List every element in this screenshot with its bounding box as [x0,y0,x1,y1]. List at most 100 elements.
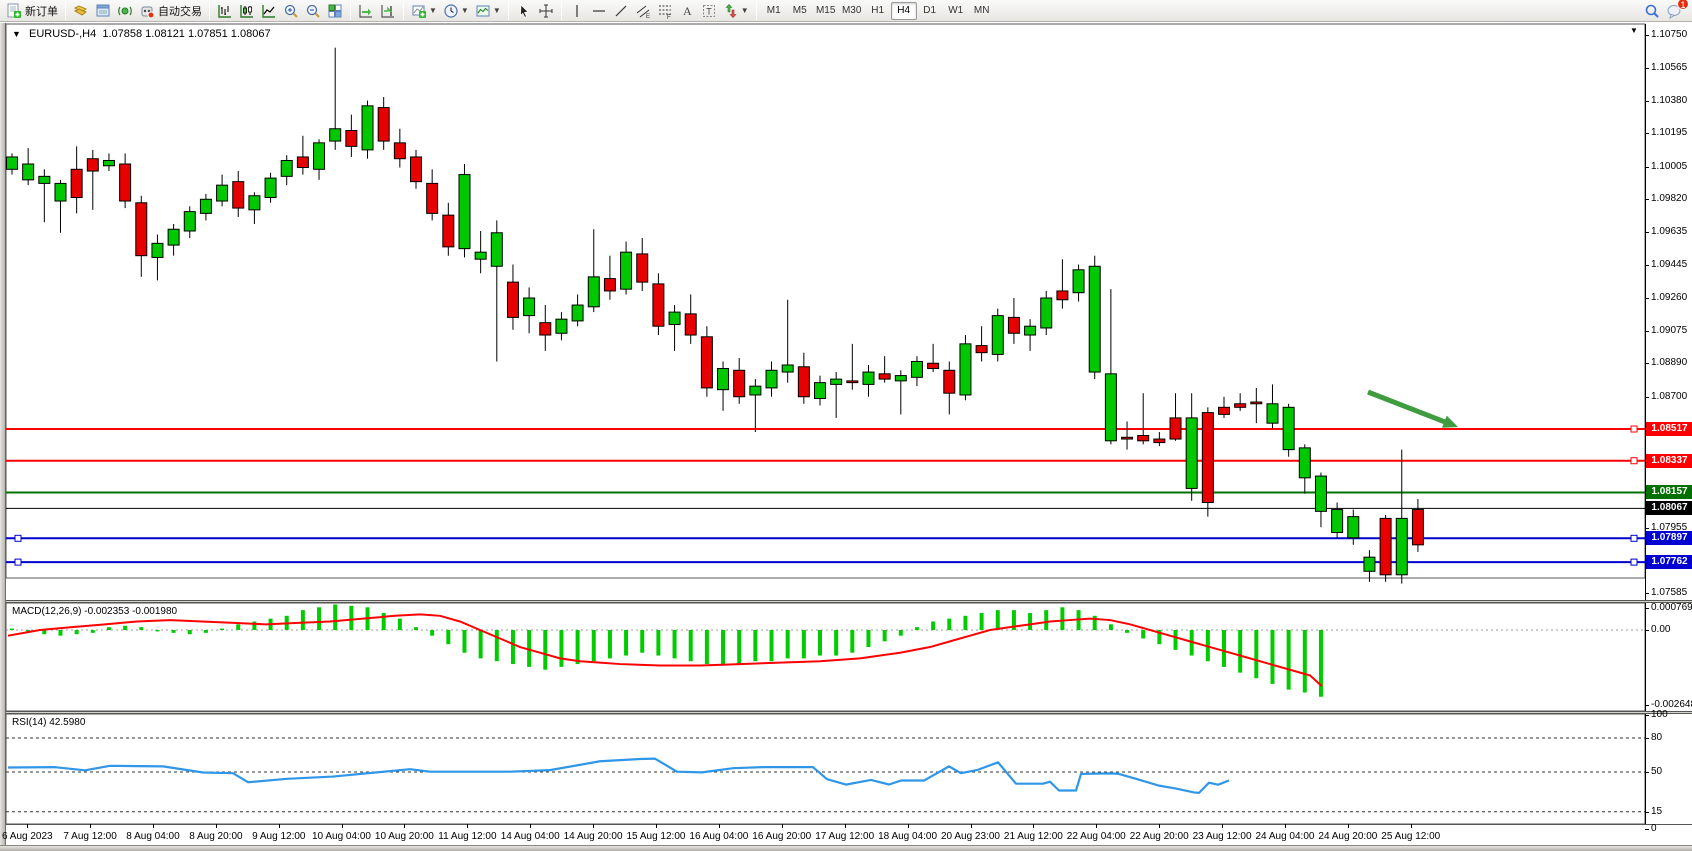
candle-body[interactable] [377,107,390,142]
candle-body[interactable] [781,364,794,373]
candle-body[interactable] [361,105,374,151]
profiles-button[interactable] [70,1,92,21]
line-drag-handle[interactable] [14,534,22,542]
timeframe-button-w1[interactable]: W1 [948,5,964,16]
timeframe-button-mn[interactable]: MN [973,5,990,16]
candle-body[interactable] [830,378,843,385]
text-tool-button[interactable]: A [676,1,698,21]
candle-body[interactable] [70,168,83,199]
zoom-in-button[interactable] [280,1,302,21]
candle-body[interactable] [393,142,406,160]
candle-body[interactable] [1056,290,1069,301]
candle-body[interactable] [684,313,697,336]
candle-body[interactable] [474,251,487,260]
candle-body[interactable] [1121,436,1134,440]
line-drag-handle[interactable] [1630,457,1638,465]
candle-body[interactable] [878,373,891,380]
candle-body[interactable] [571,304,584,322]
candle-body[interactable] [814,382,826,399]
candle-body[interactable] [1250,401,1263,405]
candle-body[interactable] [280,159,293,177]
candle-body[interactable] [22,163,35,181]
candle-body[interactable] [1347,516,1360,539]
templates-button[interactable]: ▼ [472,1,504,21]
new-order-button[interactable]: 新订单 [3,1,61,21]
scale-fix-marker[interactable]: ▼ [1630,26,1638,35]
candle-body[interactable] [959,343,972,396]
candle-body[interactable] [216,184,229,202]
candle-body[interactable] [329,128,342,142]
candle-body[interactable] [668,311,681,325]
chart-shift-button[interactable] [377,1,399,21]
candle-body[interactable] [539,322,552,336]
line-drag-handle[interactable] [14,558,22,566]
candle-body[interactable] [555,318,568,334]
candle-body[interactable] [232,181,245,209]
candle-body[interactable] [1137,435,1150,442]
candle-body[interactable] [894,375,907,382]
candle-body[interactable] [1072,269,1085,294]
candle-body[interactable] [410,156,422,183]
candle-body[interactable] [1169,417,1182,440]
market-watch-button[interactable] [92,1,114,21]
candle-body[interactable] [1266,403,1279,424]
equidistant-channel-tool-button[interactable]: E [632,1,654,21]
horizontal-line-tool-button[interactable] [588,1,610,21]
candle-body[interactable] [296,156,309,169]
candle-body[interactable] [151,242,164,258]
candle-body[interactable] [910,360,923,378]
candle-body[interactable] [636,253,649,283]
candle-body[interactable] [167,228,180,246]
candle-body[interactable] [102,159,115,167]
candle-body[interactable] [1411,509,1424,546]
arrows-tool-button[interactable]: ▼ [720,1,752,21]
annotation-arrow-head[interactable] [1442,415,1458,428]
notifications-button[interactable]: 1 [1663,0,1689,21]
candle-body[interactable] [1314,475,1327,512]
trendline-tool-button[interactable] [610,1,632,21]
candle-body[interactable] [620,251,633,290]
candle-body[interactable] [1234,403,1247,408]
candle-body[interactable] [6,156,18,170]
candle-body[interactable] [943,369,956,394]
line-drag-handle[interactable] [1630,425,1638,433]
candle-body[interactable] [38,175,51,184]
candle-body[interactable] [183,211,196,232]
add-indicator-button[interactable]: ▼ [408,1,440,21]
candle-body[interactable] [1298,447,1311,479]
candle-body[interactable] [458,174,471,250]
candle-body[interactable] [846,380,859,384]
candle-body[interactable] [54,182,67,202]
timeframe-button-d1[interactable]: D1 [923,5,937,16]
timeframe-button-h4[interactable]: H4 [890,1,917,20]
candle-body[interactable] [523,297,536,317]
candle-body[interactable] [603,278,616,292]
candle-body[interactable] [313,142,326,170]
crosshair-tool-button[interactable] [535,1,557,21]
candle-body[interactable] [1218,406,1230,415]
timeframe-button-m1[interactable]: M1 [766,5,781,16]
navigator-button[interactable] [114,1,136,21]
candle-body[interactable] [135,202,148,257]
bar-chart-mode-button[interactable] [214,1,236,21]
candle-body[interactable] [1395,517,1408,576]
candle-body[interactable] [345,130,358,147]
vertical-line-tool-button[interactable] [566,1,588,21]
chevron-down-icon[interactable]: ▼ [12,29,21,39]
candle-body[interactable] [248,195,261,211]
line-drag-handle[interactable] [1630,534,1638,542]
candle-body[interactable] [264,177,277,199]
periods-button[interactable]: ▼ [440,1,472,21]
candle-body[interactable] [442,214,455,248]
candle-body[interactable] [426,182,439,214]
fibonacci-tool-button[interactable]: F [654,1,676,21]
chart-canvas[interactable] [0,23,1692,851]
candle-body[interactable] [991,315,1004,355]
search-button[interactable] [1641,1,1663,21]
time-axis-strip[interactable] [6,824,1692,845]
candle-body[interactable] [1040,297,1053,329]
candle-body[interactable] [1153,438,1166,444]
candle-body[interactable] [86,158,99,172]
candle-body[interactable] [1024,325,1037,336]
candle-body[interactable] [1104,373,1117,442]
